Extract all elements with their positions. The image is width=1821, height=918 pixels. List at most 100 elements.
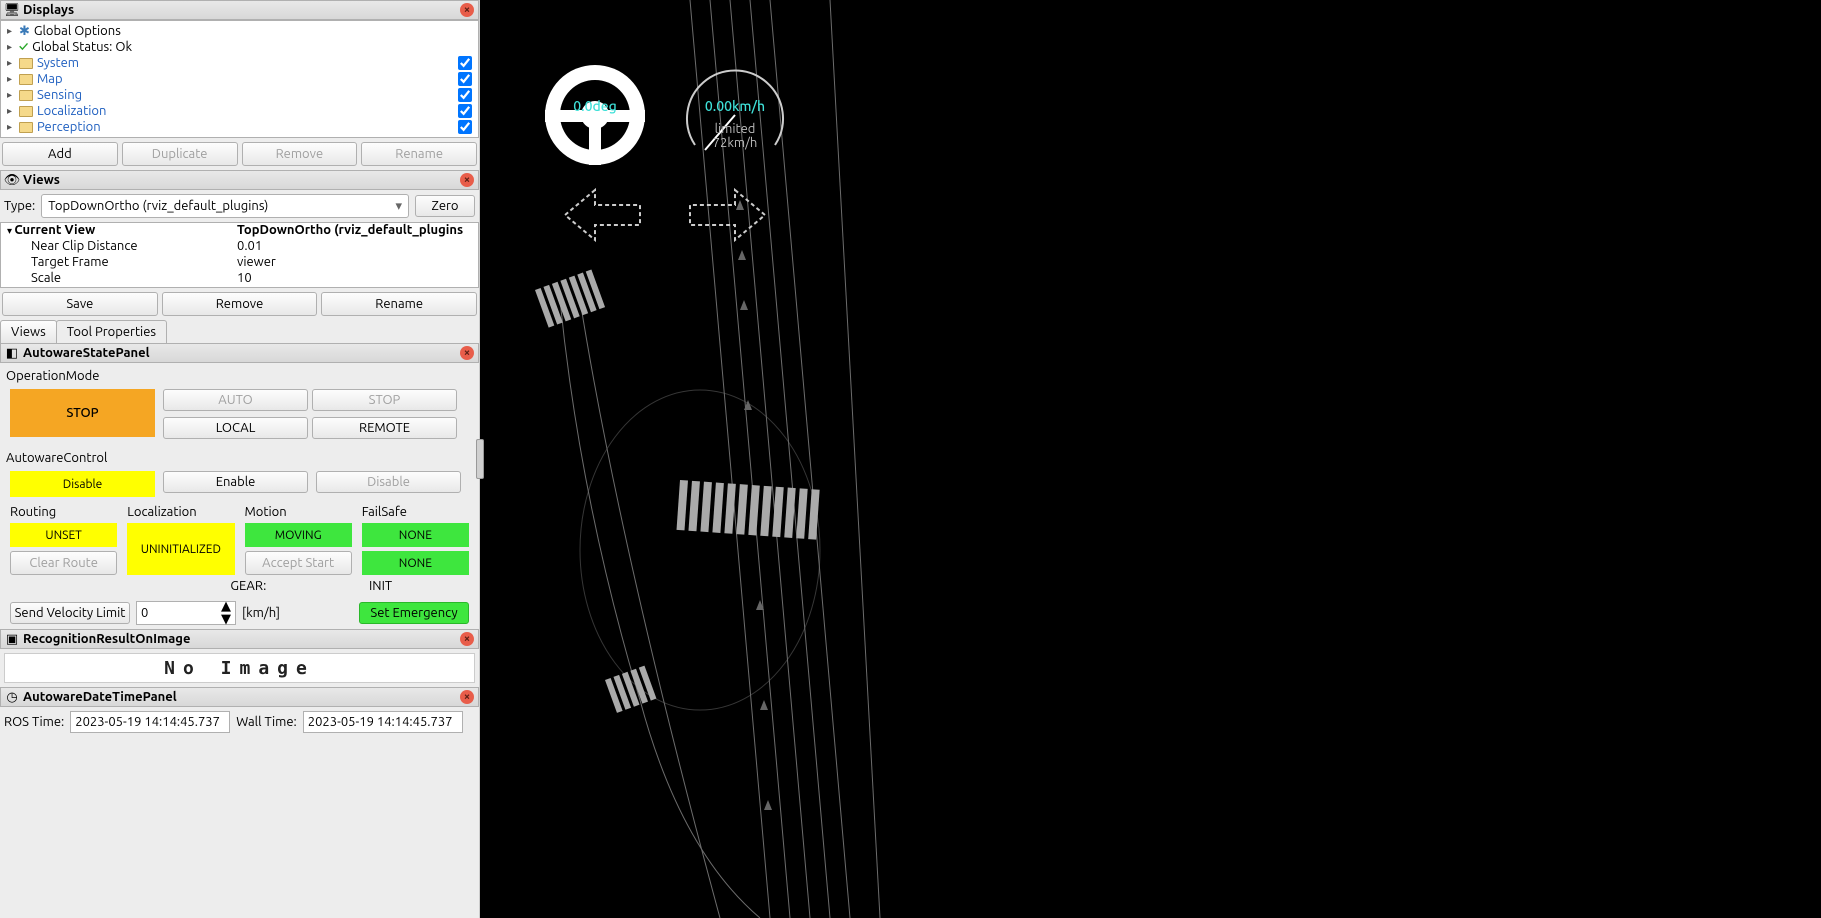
tab-tool-properties[interactable]: Tool Properties bbox=[56, 320, 167, 343]
tree-item-perception[interactable]: ▸Perception bbox=[1, 119, 478, 135]
speed-limit: limited72km/h bbox=[680, 122, 790, 151]
stop-status: STOP bbox=[10, 389, 155, 437]
wall-time-label: Wall Time: bbox=[236, 715, 297, 729]
ros-time-value: 2023-05-19 14:14:45.737 bbox=[70, 711, 230, 733]
spin-buttons[interactable]: ▲▼ bbox=[221, 600, 231, 626]
remote-button[interactable]: REMOTE bbox=[312, 417, 457, 439]
steering-value: 0.0deg bbox=[540, 98, 650, 114]
folder-icon bbox=[19, 58, 33, 69]
eye-icon: 👁 bbox=[5, 173, 19, 187]
gear-label: GEAR: bbox=[166, 579, 266, 593]
tree-item-localization[interactable]: ▸Localization bbox=[1, 103, 478, 119]
velocity-unit: [km/h] bbox=[242, 606, 280, 620]
checkbox-system[interactable] bbox=[458, 56, 472, 70]
routing-status: UNSET bbox=[10, 523, 117, 547]
init-label: INIT bbox=[369, 579, 469, 593]
prop-near-clip[interactable]: Near Clip Distance0.01 bbox=[1, 239, 478, 255]
datetime-header: ◷ AutowareDateTimePanel bbox=[0, 687, 479, 707]
checkbox-sensing[interactable] bbox=[458, 88, 472, 102]
routing-header: Routing bbox=[10, 505, 117, 519]
speed-value: 0.00km/h bbox=[680, 98, 790, 114]
set-emergency-button[interactable]: Set Emergency bbox=[359, 602, 469, 624]
current-view-row[interactable]: ▾ Current ViewTopDownOrtho (rviz_default… bbox=[1, 223, 478, 239]
motion-header: Motion bbox=[245, 505, 352, 519]
failsafe-status-1: NONE bbox=[362, 523, 469, 547]
displays-tree: ▸✱Global Options ▸✓Global Status: Ok ▸Sy… bbox=[0, 20, 479, 138]
localization-status: UNINITIALIZED bbox=[127, 523, 234, 575]
close-icon[interactable] bbox=[460, 690, 474, 704]
prop-scale[interactable]: Scale10 bbox=[1, 271, 478, 287]
tree-item-system[interactable]: ▸System bbox=[1, 55, 478, 71]
panel-icon: ◧ bbox=[5, 346, 19, 360]
right-arrow-icon bbox=[675, 180, 775, 250]
monitor-icon: 🖥 bbox=[5, 3, 19, 17]
close-icon[interactable] bbox=[460, 632, 474, 646]
add-button[interactable]: Add bbox=[2, 142, 118, 166]
velocity-input[interactable]: 0▲▼ bbox=[136, 601, 236, 625]
steering-gauge: 0.0deg bbox=[540, 60, 650, 170]
views-header: 👁 Views bbox=[0, 170, 479, 190]
stop-button[interactable]: STOP bbox=[312, 389, 457, 411]
remove-view-button[interactable]: Remove bbox=[162, 292, 318, 316]
datetime-title: AutowareDateTimePanel bbox=[23, 690, 456, 704]
recognition-header: ▣ RecognitionResultOnImage bbox=[0, 629, 479, 649]
wall-time-value: 2023-05-19 14:14:45.737 bbox=[303, 711, 463, 733]
state-panel-title: AutowareStatePanel bbox=[23, 346, 456, 360]
operation-mode-label: OperationMode bbox=[0, 363, 479, 385]
view-type-select[interactable]: TopDownOrtho (rviz_default_plugins) bbox=[41, 194, 409, 218]
view-properties: ▾ Current ViewTopDownOrtho (rviz_default… bbox=[0, 222, 479, 288]
clock-icon: ◷ bbox=[5, 690, 19, 704]
no-image-placeholder: No Image bbox=[4, 653, 475, 683]
localization-header: Localization bbox=[127, 505, 234, 519]
motion-status: MOVING bbox=[245, 523, 352, 547]
recognition-title: RecognitionResultOnImage bbox=[23, 632, 456, 646]
displays-title: Displays bbox=[23, 3, 456, 17]
check-icon: ✓ bbox=[19, 40, 28, 54]
folder-icon bbox=[19, 106, 33, 117]
folder-icon bbox=[19, 74, 33, 85]
close-icon[interactable] bbox=[460, 173, 474, 187]
tree-item-map[interactable]: ▸Map bbox=[1, 71, 478, 87]
image-icon: ▣ bbox=[5, 632, 19, 646]
left-arrow-icon bbox=[555, 180, 655, 250]
close-icon[interactable] bbox=[460, 346, 474, 360]
displays-header: 🖥 Displays bbox=[0, 0, 479, 20]
checkbox-map[interactable] bbox=[458, 72, 472, 86]
hud-overlay: 0.0deg 0.00km/h limited72km/h bbox=[540, 60, 790, 170]
accept-start-button[interactable]: Accept Start bbox=[245, 551, 352, 575]
send-velocity-button[interactable]: Send Velocity Limit bbox=[10, 602, 130, 624]
3d-view[interactable]: 0.0deg 0.00km/h limited72km/h bbox=[480, 0, 1821, 918]
tree-item-global-options[interactable]: ▸✱Global Options bbox=[1, 23, 478, 39]
state-panel-header: ◧ AutowareStatePanel bbox=[0, 343, 479, 363]
checkbox-localization[interactable] bbox=[458, 104, 472, 118]
rename-view-button[interactable]: Rename bbox=[321, 292, 477, 316]
folder-icon bbox=[19, 90, 33, 101]
close-icon[interactable] bbox=[460, 3, 474, 17]
turn-indicators bbox=[555, 180, 775, 250]
gear-icon: ✱ bbox=[19, 24, 30, 39]
tree-item-global-status[interactable]: ▸✓Global Status: Ok bbox=[1, 39, 478, 55]
tree-item-sensing[interactable]: ▸Sensing bbox=[1, 87, 478, 103]
disable-status: Disable bbox=[10, 471, 155, 497]
zero-button[interactable]: Zero bbox=[415, 195, 475, 217]
checkbox-perception[interactable] bbox=[458, 120, 472, 134]
failsafe-header: FailSafe bbox=[362, 505, 469, 519]
type-label: Type: bbox=[4, 199, 35, 213]
speed-gauge: 0.00km/h limited72km/h bbox=[680, 60, 790, 170]
failsafe-status-2: NONE bbox=[362, 551, 469, 575]
prop-target-frame[interactable]: Target Frameviewer bbox=[1, 255, 478, 271]
disable-button[interactable]: Disable bbox=[316, 471, 461, 493]
auto-button[interactable]: AUTO bbox=[163, 389, 308, 411]
folder-icon bbox=[19, 122, 33, 133]
tab-views[interactable]: Views bbox=[0, 320, 57, 343]
duplicate-button[interactable]: Duplicate bbox=[122, 142, 238, 166]
local-button[interactable]: LOCAL bbox=[163, 417, 308, 439]
remove-button[interactable]: Remove bbox=[242, 142, 358, 166]
enable-button[interactable]: Enable bbox=[163, 471, 308, 493]
rename-button[interactable]: Rename bbox=[361, 142, 477, 166]
autoware-control-label: AutowareControl bbox=[0, 445, 479, 467]
save-view-button[interactable]: Save bbox=[2, 292, 158, 316]
ros-time-label: ROS Time: bbox=[4, 715, 64, 729]
clear-route-button[interactable]: Clear Route bbox=[10, 551, 117, 575]
views-title: Views bbox=[23, 173, 456, 187]
